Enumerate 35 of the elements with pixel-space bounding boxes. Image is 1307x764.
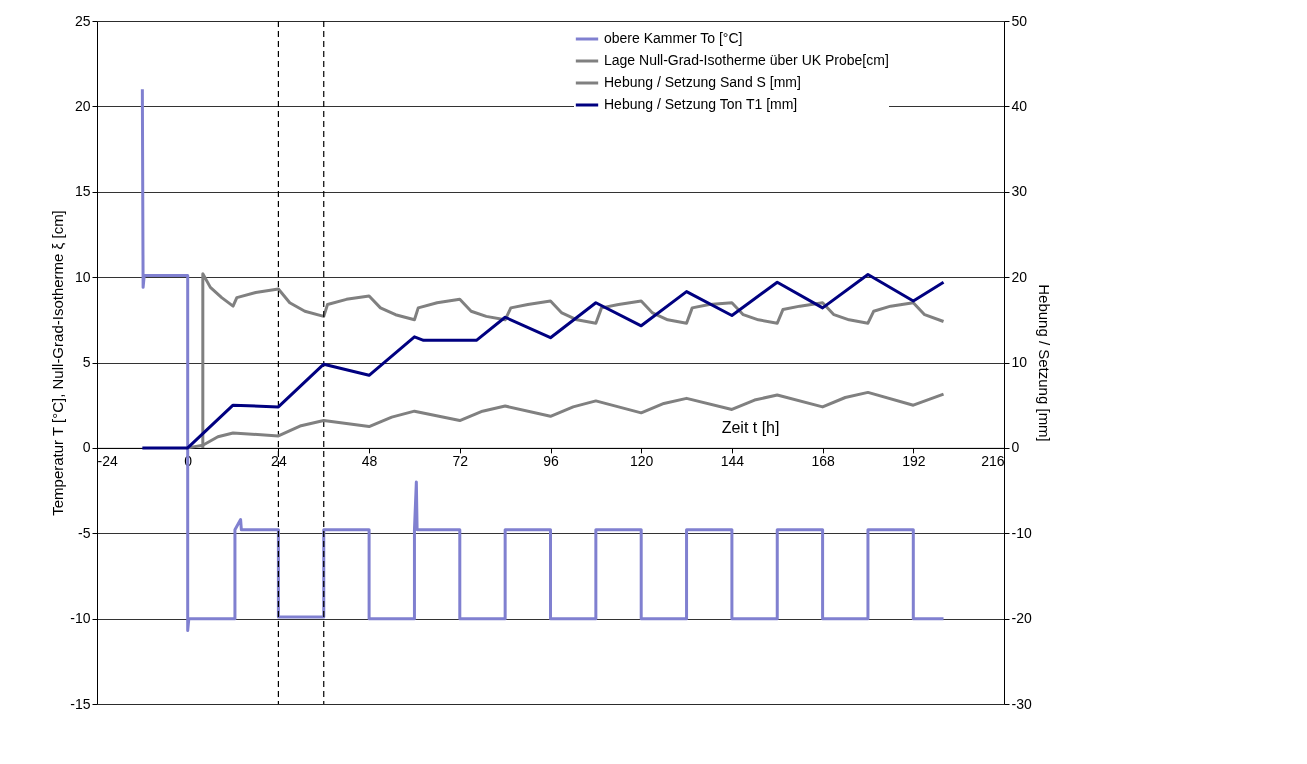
legend-label: Hebung / Setzung Ton T1 [mm] [604,96,798,112]
x-tick-label: 192 [902,453,926,470]
x-tick-label: 168 [811,453,835,470]
y2-tick-label: 10 [1011,354,1028,370]
x-tick-label: 96 [543,453,559,470]
x-tick-label: 48 [361,453,378,470]
y-tick-label: -15 [70,695,91,712]
y-axis-title: Temperatur T [°C], Null-Grad-Isotherme ξ [cm] [49,210,67,516]
x-tick-label: 216 [981,453,1005,470]
y-tick-label: -5 [78,524,91,541]
y-tick-label: 10 [74,268,91,285]
y-tick-label: 25 [74,12,91,29]
legend-label: Lage Null-Grad-Isotherme über UK Probe[cm] [604,52,889,68]
y2-tick-label: -10 [1011,524,1032,541]
y2-tick-label: -20 [1011,610,1032,627]
y2-tick-label: 30 [1011,183,1028,200]
y2-tick-label: 50 [1011,12,1028,29]
y2-axis-title: Hebung / Setzung [mm] [1035,284,1053,442]
x-tick-label: -24 [97,453,118,470]
y2-tick-label: 20 [1011,268,1028,285]
x-tick-label: 24 [271,453,287,470]
legend-label: Hebung / Setzung Sand S [mm] [604,74,801,90]
y-tick-label: -10 [70,610,91,627]
x-tick-label: 120 [630,453,654,470]
y-tick-label: 15 [74,183,91,200]
y-tick-label: 0 [82,439,91,456]
y-tick-label: 5 [82,354,91,370]
x-tick-label: 144 [720,453,745,470]
y-tick-label: 20 [74,97,91,114]
legend-label: obere Kammer To [°C] [604,30,743,46]
x-axis-title: Zeit t [h] [721,419,780,437]
x-tick-label: 72 [452,453,469,470]
y2-tick-label: 40 [1011,97,1028,114]
y2-tick-label: -30 [1011,695,1032,712]
y2-tick-label: 0 [1011,439,1020,456]
